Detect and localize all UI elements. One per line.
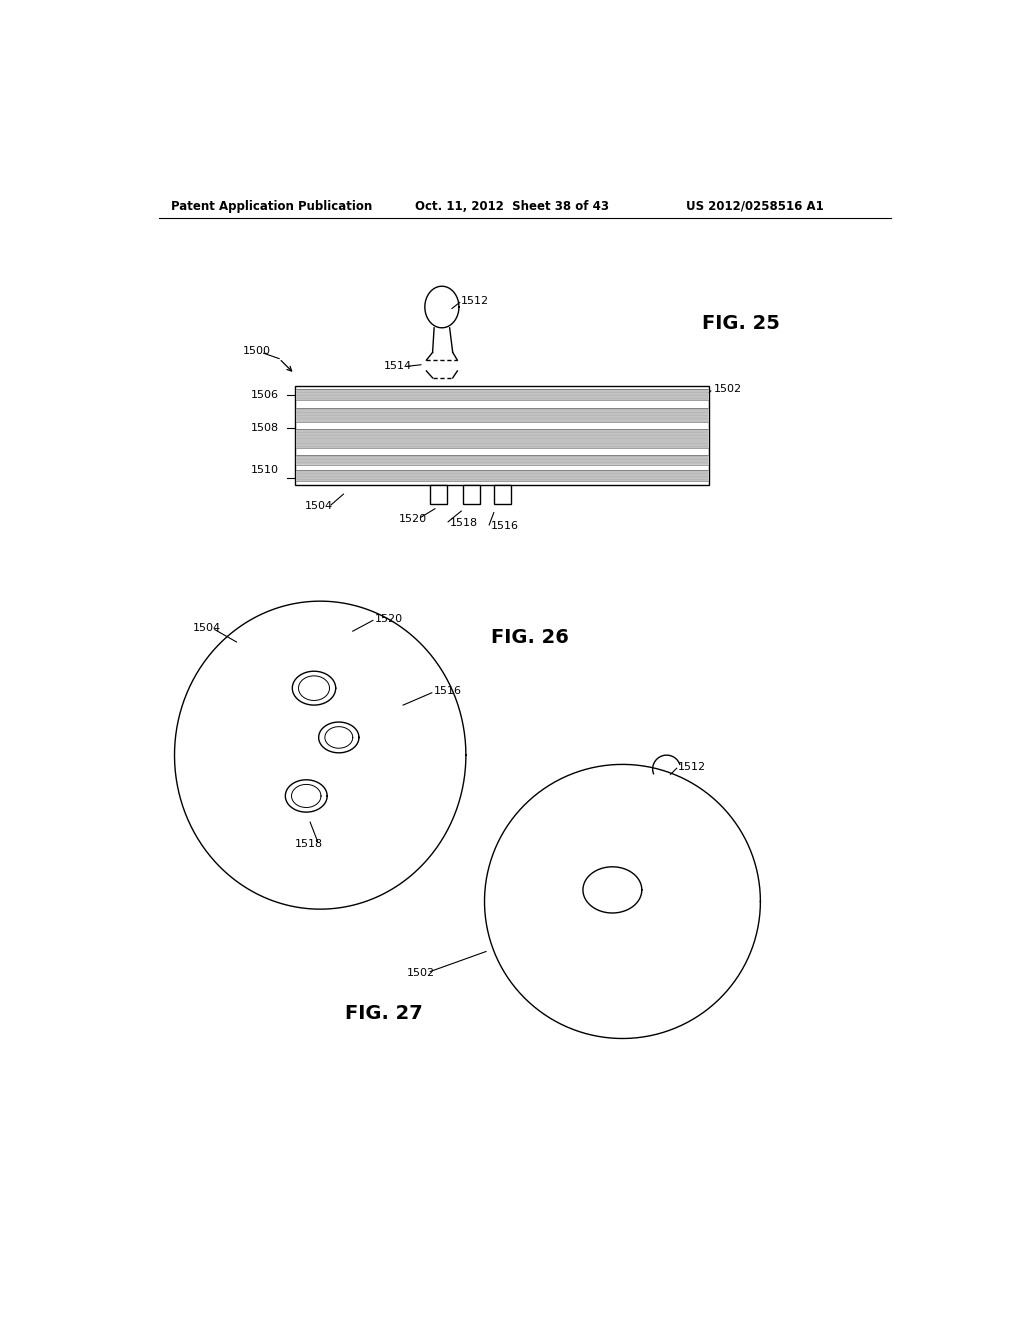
Text: 1518: 1518 bbox=[450, 519, 478, 528]
Bar bbox=[430, 484, 447, 504]
Text: 1516: 1516 bbox=[433, 686, 462, 696]
Text: 1502: 1502 bbox=[407, 968, 435, 978]
Bar bbox=[494, 484, 511, 504]
Text: 1520: 1520 bbox=[399, 513, 427, 524]
Text: 1504: 1504 bbox=[305, 502, 333, 511]
Text: Patent Application Publication: Patent Application Publication bbox=[171, 199, 372, 213]
Text: 1514: 1514 bbox=[384, 362, 412, 371]
Text: 1508: 1508 bbox=[251, 422, 279, 433]
Text: 1512: 1512 bbox=[678, 762, 707, 772]
Text: 1502: 1502 bbox=[714, 384, 742, 395]
Text: FIG. 25: FIG. 25 bbox=[701, 314, 779, 334]
Text: 1504: 1504 bbox=[194, 623, 221, 634]
Bar bbox=[463, 484, 480, 504]
Bar bbox=[296, 429, 708, 447]
Text: FIG. 26: FIG. 26 bbox=[490, 628, 568, 647]
Text: FIG. 27: FIG. 27 bbox=[345, 1003, 423, 1023]
Text: 1500: 1500 bbox=[243, 346, 270, 356]
Text: 1512: 1512 bbox=[461, 296, 489, 306]
Bar bbox=[296, 389, 708, 400]
Bar bbox=[296, 455, 708, 465]
Text: 1506: 1506 bbox=[251, 389, 279, 400]
Bar bbox=[295, 387, 710, 484]
Bar bbox=[296, 470, 708, 480]
Text: 1520: 1520 bbox=[375, 614, 402, 624]
Text: US 2012/0258516 A1: US 2012/0258516 A1 bbox=[686, 199, 823, 213]
Text: 1518: 1518 bbox=[295, 838, 323, 849]
Text: 1510: 1510 bbox=[251, 465, 279, 475]
Text: 1516: 1516 bbox=[490, 521, 519, 532]
Text: Oct. 11, 2012  Sheet 38 of 43: Oct. 11, 2012 Sheet 38 of 43 bbox=[415, 199, 608, 213]
Bar bbox=[296, 408, 708, 422]
